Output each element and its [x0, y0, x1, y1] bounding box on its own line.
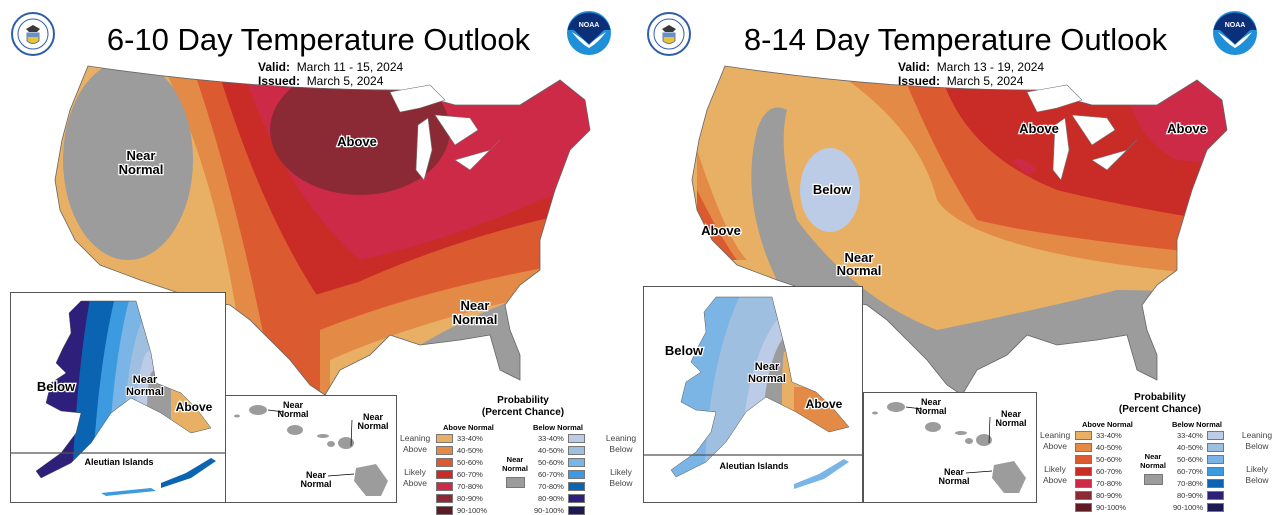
region-label: Normal: [938, 476, 969, 486]
valid-label: Valid:: [258, 60, 291, 74]
legend-title: Probability (Percent Chance): [1118, 392, 1202, 415]
outlook-panel-6-10-day: 6-10 Day Temperature Outlook NOAA Valid:…: [0, 0, 637, 515]
probability-legend: Probability (Percent Chance) Above Normal…: [1040, 392, 1273, 512]
region-label: Normal: [277, 409, 308, 419]
above-normal-header: Above Normal: [1082, 420, 1133, 429]
svg-text:Near: Near: [755, 361, 780, 373]
below-normal-header: Below Normal: [1172, 420, 1223, 429]
region-label: Normal: [357, 421, 388, 431]
region-label: Above: [1167, 121, 1207, 136]
svg-text:NOAA: NOAA: [1225, 22, 1246, 29]
below-normal-header: Below Normal: [533, 423, 584, 432]
valid-dates: March 13 - 19, 2024: [936, 60, 1045, 74]
region-label: Normal: [748, 373, 786, 385]
commerce-seal-icon: [11, 12, 55, 56]
region-label: Above: [806, 397, 843, 411]
alaska-inset: Below Near Normal Above Aleutian Islands: [643, 286, 864, 503]
valid-dates: March 11 - 15, 2024: [296, 60, 404, 74]
region-label: Below: [665, 343, 704, 358]
svg-text:Near: Near: [363, 412, 384, 422]
svg-text:Near: Near: [921, 397, 942, 407]
issued-label: Issued:: [898, 74, 941, 88]
region-label: Below: [813, 182, 852, 197]
outlook-panel-8-14-day: 8-14 Day Temperature Outlook NOAA Valid:…: [637, 0, 1274, 512]
region-label: Normal: [995, 418, 1026, 428]
region-label: Above: [176, 400, 213, 414]
svg-text:Near: Near: [306, 470, 327, 480]
panel-title: 6-10 Day Temperature Outlook: [106, 22, 531, 57]
aleutian-label: Aleutian Islands: [84, 457, 153, 467]
noaa-logo-icon: NOAA: [567, 11, 611, 55]
commerce-seal-icon: [647, 12, 691, 56]
svg-text:Near: Near: [283, 400, 304, 410]
alaska-inset: Below Near Normal Above Aleutian Islands: [10, 292, 227, 503]
hawaii-inset: Near Normal Near Normal Near Normal: [863, 392, 1037, 503]
svg-text:NOAA: NOAA: [579, 22, 600, 29]
valid-label: Valid:: [898, 60, 931, 74]
region-label: Normal: [300, 479, 331, 489]
probability-legend: Probability (Percent Chance) Above Normal…: [400, 395, 637, 515]
legend-title: Probability (Percent Chance): [481, 395, 565, 418]
above-normal-header: Above Normal: [443, 423, 494, 432]
conus-map: Near Normal Above Near Normal: [54, 65, 591, 396]
noaa-logo-icon: NOAA: [1213, 11, 1257, 55]
near-normal-key: Near Normal: [1138, 452, 1168, 485]
panel-title: 8-14 Day Temperature Outlook: [743, 22, 1168, 57]
region-label: Above: [1019, 121, 1059, 136]
region-label: Near Normal: [837, 250, 882, 278]
region-label: Near Normal: [119, 148, 164, 177]
region-label: Normal: [915, 406, 946, 416]
date-info: Valid: March 13 - 19, 2024 Issued: March…: [898, 60, 1044, 88]
aleutian-label: Aleutian Islands: [719, 461, 788, 471]
region-label: Below: [37, 379, 76, 394]
svg-text:Near: Near: [1001, 409, 1022, 419]
region-label: Normal: [126, 386, 164, 398]
issued-date: March 5, 2024: [306, 74, 384, 88]
issued-label: Issued:: [258, 74, 301, 88]
region-label: Above: [701, 223, 741, 238]
region-label: Near Normal: [453, 298, 498, 327]
near-normal-key: Near Normal: [500, 455, 530, 488]
hawaii-inset: Near Normal Near Normal Near Normal: [225, 395, 397, 503]
issued-date: March 5, 2024: [946, 74, 1024, 88]
svg-text:Near: Near: [133, 374, 158, 386]
date-info: Valid: March 11 - 15, 2024 Issued: March…: [258, 60, 403, 88]
region-label: Above: [337, 134, 377, 149]
svg-text:Near: Near: [944, 467, 965, 477]
